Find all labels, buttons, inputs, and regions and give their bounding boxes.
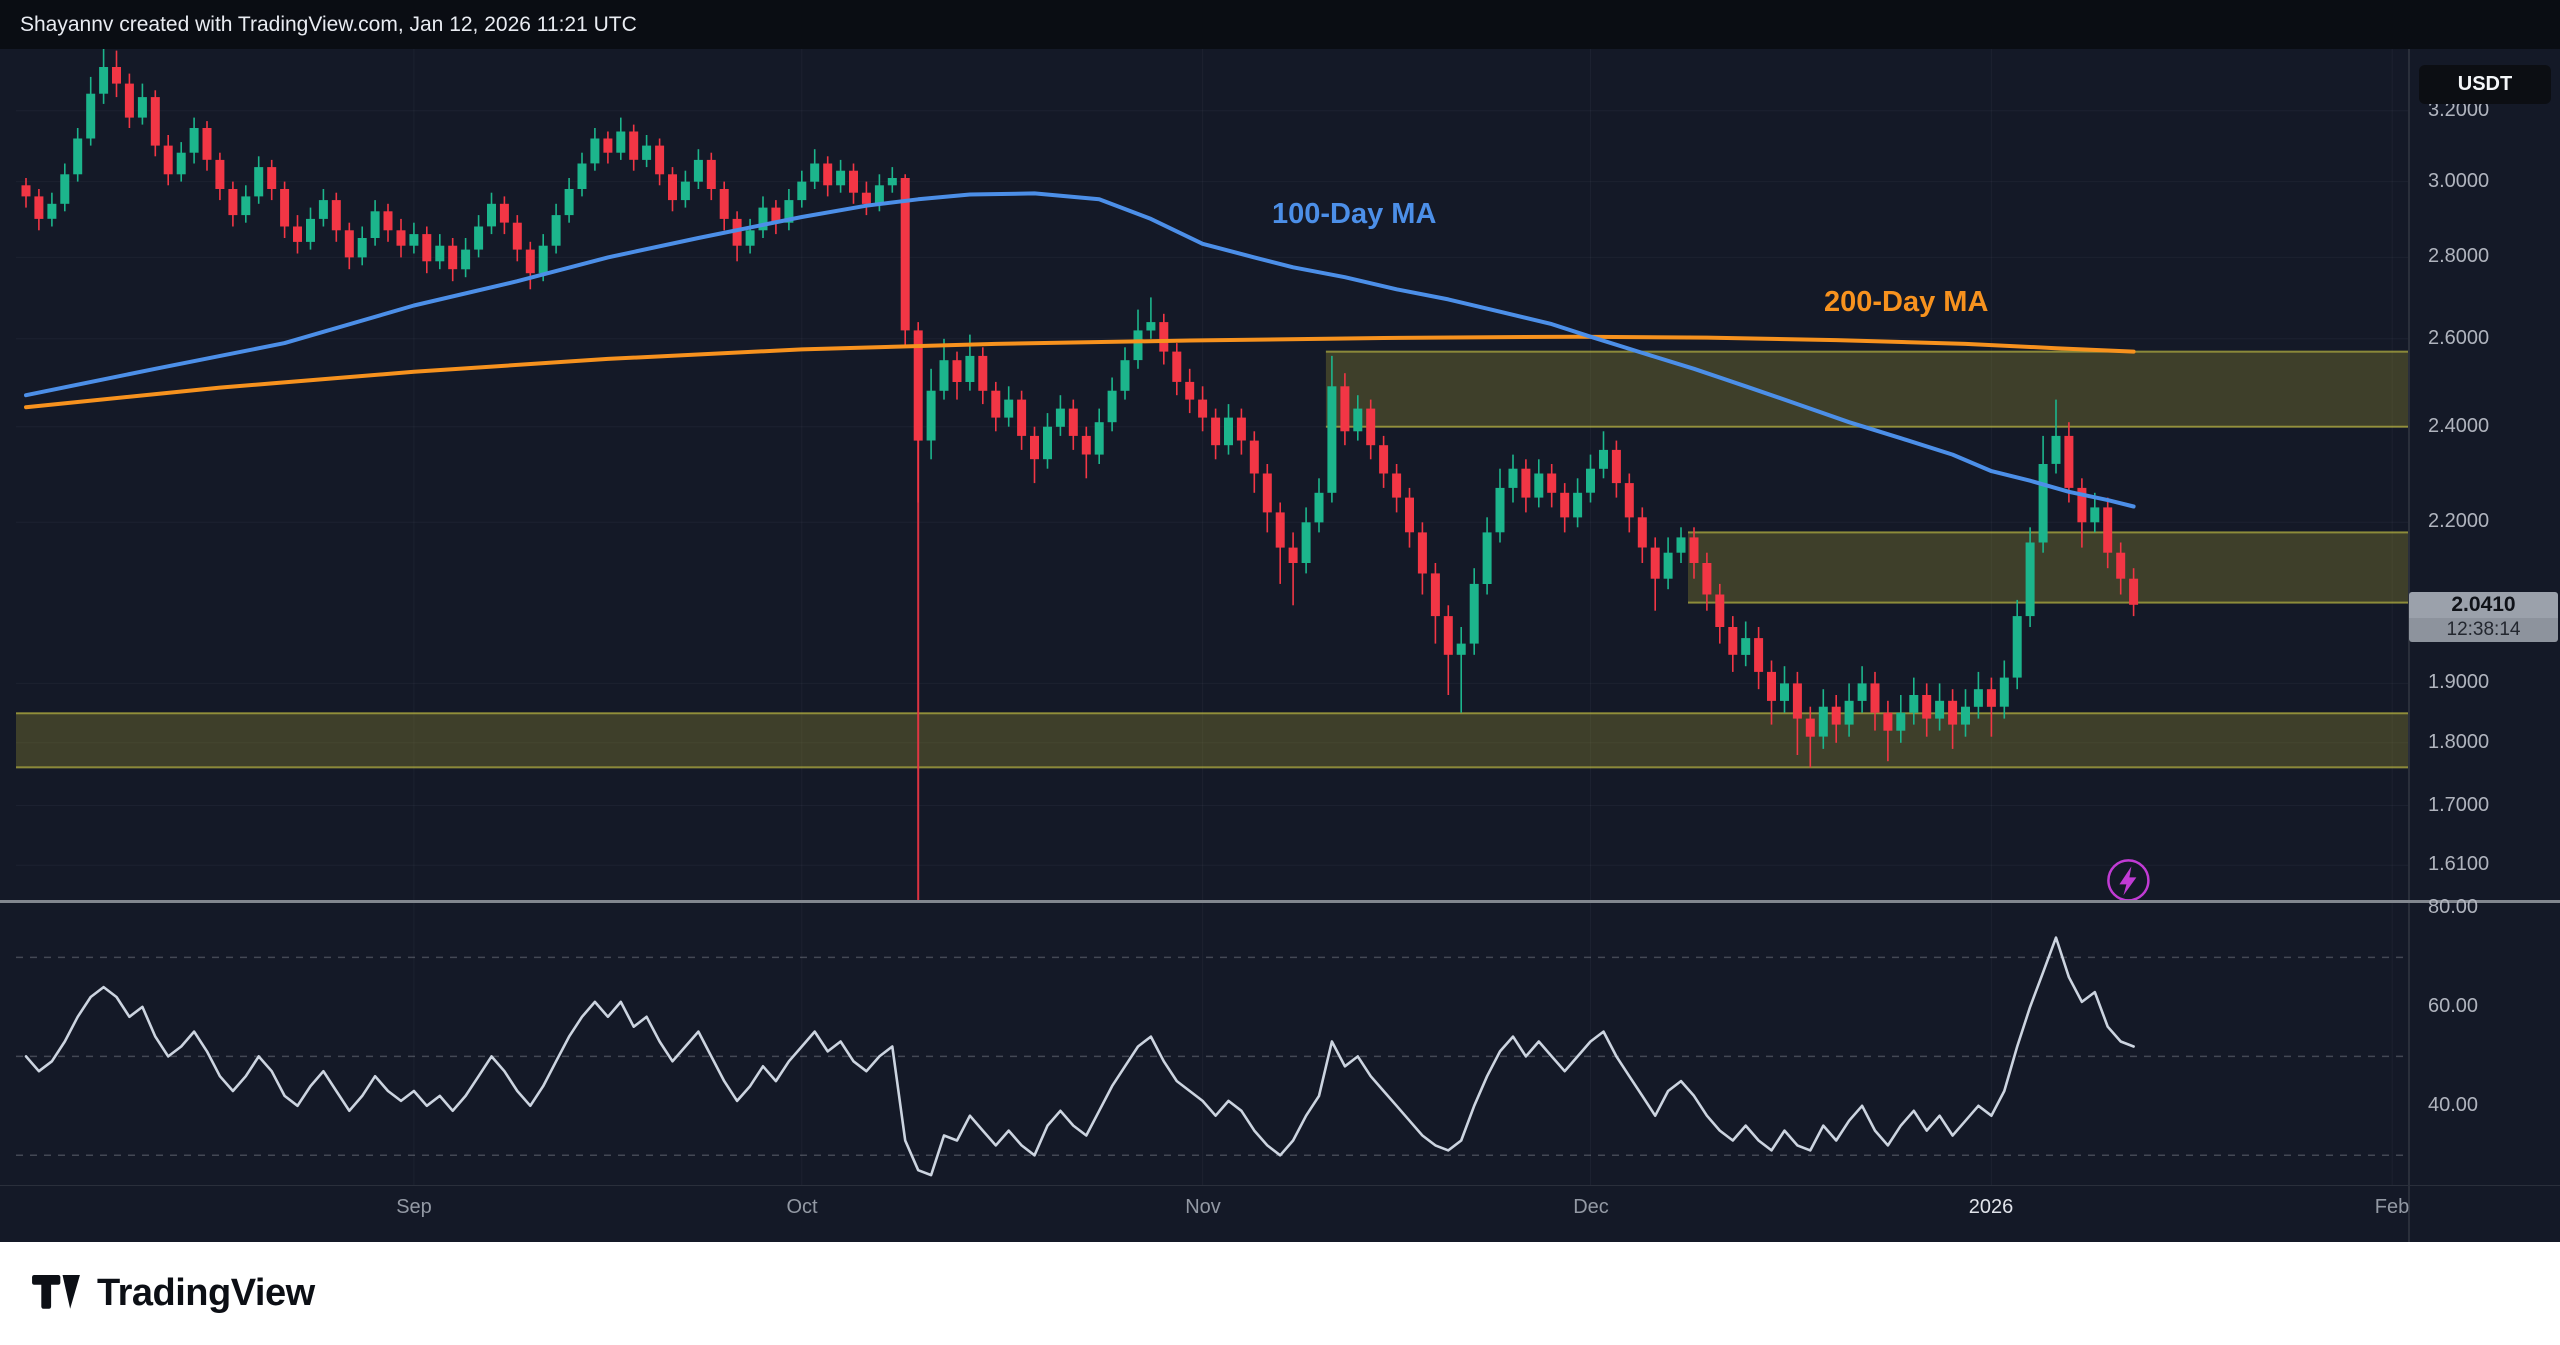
quote-currency-badge[interactable]: USDT — [2419, 65, 2551, 104]
tradingview-logo-icon[interactable] — [32, 1275, 80, 1312]
price-tick-label: 2.2000 — [2428, 510, 2490, 532]
rsi-tick-label: 80.00 — [2428, 896, 2479, 918]
rsi-guides — [16, 956, 2408, 1157]
rsi-line[interactable] — [24, 936, 2135, 1177]
price-tick-label: 1.8000 — [2428, 731, 2490, 753]
ma100-line[interactable] — [24, 191, 2136, 509]
time-axis-label: Feb — [2374, 1196, 2410, 1218]
price-tick-label: 1.9000 — [2428, 671, 2490, 693]
price-tick-label: 3.2000 — [2428, 99, 2490, 121]
price-tick-label: 3.0000 — [2428, 170, 2490, 192]
attribution-bar: Shayannv created with TradingView.com, J… — [0, 0, 2560, 49]
time-axis[interactable]: Sep Oct Nov Dec 2026 Feb — [0, 1185, 2560, 1242]
candlesticks[interactable] — [21, 47, 2139, 768]
rsi-tick-label: 60.00 — [2428, 995, 2479, 1017]
price-tick-label: 1.7000 — [2428, 794, 2490, 816]
rsi-tick-label: 40.00 — [2428, 1094, 2479, 1116]
bar-countdown: 12:38:14 — [2409, 618, 2558, 642]
ma200-label[interactable]: 200-Day MA — [1824, 286, 1989, 318]
current-price-label: 2.0410 12:38:14 — [2409, 592, 2558, 642]
ma200-line[interactable] — [24, 334, 2136, 410]
price-tick-label: 2.4000 — [2428, 415, 2490, 437]
time-axis-border — [0, 1185, 2560, 1186]
ma100-label[interactable]: 100-Day MA — [1272, 198, 1437, 230]
price-tick-label: 2.8000 — [2428, 245, 2490, 267]
tradingview-wordmark[interactable]: TradingView — [97, 1272, 315, 1314]
price-axis-border — [2408, 49, 2410, 1242]
grid — [16, 49, 2408, 1185]
current-price-value: 2.0410 — [2409, 592, 2558, 618]
pane-separator[interactable] — [0, 900, 2560, 903]
price-tick-label: 1.6100 — [2428, 853, 2490, 875]
chart-canvas[interactable] — [0, 0, 2560, 1242]
chart-background — [0, 0, 2560, 1242]
time-axis-label: 2026 — [1968, 1196, 2014, 1218]
price-tick-label: 2.6000 — [2428, 327, 2490, 349]
price-axis[interactable]: 3.2000 3.0000 2.8000 2.6000 2.4000 2.2000 1.90… — [2410, 0, 2560, 1242]
lightning-icon[interactable] — [2107, 859, 2150, 902]
resistance-zone-mid[interactable] — [1688, 531, 2408, 604]
time-axis-label: Oct — [786, 1196, 818, 1218]
time-axis-label: Sep — [396, 1196, 432, 1218]
time-axis-label: Dec — [1573, 1196, 1609, 1218]
resistance-zone-upper[interactable] — [1325, 350, 2408, 428]
support-zone-lower[interactable] — [16, 712, 2408, 769]
attribution-text: Shayannv created with TradingView.com, J… — [20, 12, 637, 36]
time-axis-label: Nov — [1185, 1196, 1221, 1218]
footer: TradingView — [0, 1242, 2560, 1345]
